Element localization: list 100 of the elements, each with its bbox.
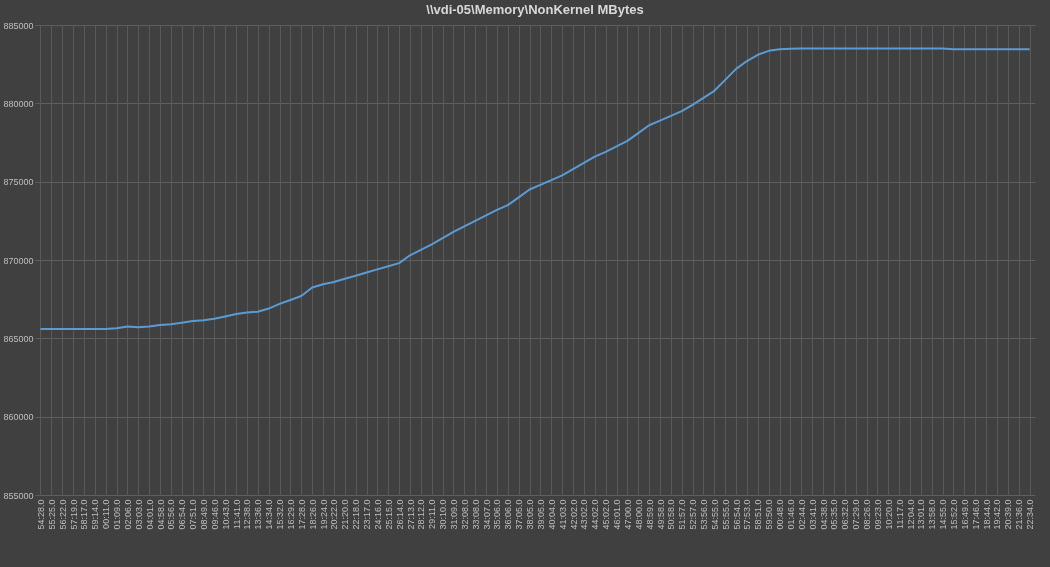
- x-tick-label: 54:28.0: [35, 499, 46, 530]
- x-tick-label: 53:56.0: [698, 499, 709, 530]
- x-tick-label: 37:05.0: [514, 499, 525, 530]
- x-tick-label: 30:10.0: [438, 499, 449, 530]
- x-tick-label: 16:29.0: [285, 499, 296, 530]
- x-tick-label: 00:48.0: [775, 499, 786, 530]
- x-tick-label: 07:29.0: [851, 499, 862, 530]
- x-tick-label: 36:06.0: [503, 499, 514, 530]
- x-tick-label: 04:38.0: [818, 499, 829, 530]
- x-tick-label: 06:54.0: [177, 499, 188, 530]
- x-tick-label: 05:35.0: [829, 499, 840, 530]
- x-tick-label: 24:16.0: [372, 499, 383, 530]
- x-tick-label: 55:55.0: [720, 499, 731, 530]
- x-tick-label: 57:19.0: [68, 499, 79, 530]
- x-tick-label: 11:41.0: [231, 499, 242, 529]
- x-tick-label: 05:56.0: [166, 499, 177, 530]
- x-tick-label: 03:03.0: [133, 499, 144, 530]
- x-tick-label: 06:32.0: [840, 499, 851, 530]
- x-tick-label: 19:24.0: [318, 499, 329, 530]
- x-tick-label: 08:26.0: [862, 499, 873, 530]
- x-tick-label: 48:59.0: [644, 499, 655, 530]
- y-tick-label: 885000: [3, 20, 34, 31]
- x-tick-label: 19:42.0: [992, 499, 1003, 530]
- x-tick-label: 45:02.0: [601, 499, 612, 530]
- x-tick-label: 33:08.0: [470, 499, 481, 530]
- x-tick-label: 56:22.0: [57, 499, 68, 530]
- x-tick-label: 01:09.0: [112, 499, 123, 530]
- x-tick-label: 03:41.0: [807, 499, 818, 530]
- x-tick-label: 47:00.0: [622, 499, 633, 530]
- x-tick-label: 14:34.0: [264, 499, 275, 530]
- x-tick-label: 59:14.0: [90, 499, 101, 530]
- x-tick-label: 18:26.0: [307, 499, 318, 530]
- x-tick-label: 09:23.0: [872, 499, 883, 530]
- x-tick-label: 00:11.0: [101, 499, 112, 529]
- y-tick-label: 855000: [3, 490, 34, 501]
- x-tick-label: 42:02.0: [568, 499, 579, 530]
- x-tick-label: 49:58.0: [655, 499, 666, 530]
- x-tick-label: 25:15.0: [383, 499, 394, 530]
- x-tick-label: 20:22.0: [329, 499, 340, 530]
- x-tick-label: 26:14.0: [394, 499, 405, 530]
- x-tick-label: 01:46.0: [785, 499, 796, 530]
- x-tick-label: 02:06.0: [122, 499, 133, 530]
- x-tick-label: 23:17.0: [362, 499, 373, 530]
- x-tick-label: 11:17.0: [894, 499, 905, 529]
- x-tick-label: 58:17.0: [79, 499, 90, 530]
- x-tick-label: 04:58.0: [155, 499, 166, 530]
- x-tick-label: 59:50.0: [764, 499, 775, 530]
- x-tick-label: 21:20.0: [340, 499, 351, 530]
- x-tick-label: 34:07.0: [481, 499, 492, 530]
- x-tick-label: 15:52.0: [948, 499, 959, 530]
- y-tick-label: 865000: [3, 333, 34, 344]
- x-tick-label: 13:01.0: [916, 499, 927, 530]
- chart-title: \\vdi-05\Memory\NonKernel MBytes: [426, 2, 644, 17]
- x-tick-label: 04:01.0: [144, 499, 155, 530]
- x-tick-label: 44:02.0: [590, 499, 601, 530]
- x-tick-label: 58:51.0: [753, 499, 764, 530]
- x-tick-label: 10:20.0: [883, 499, 894, 530]
- y-tick-label: 880000: [3, 98, 34, 109]
- x-tick-label: 54:55.0: [709, 499, 720, 530]
- x-tick-label: 16:49.0: [959, 499, 970, 530]
- x-tick-label: 12:38.0: [242, 499, 253, 530]
- line-series: [39, 47, 1031, 330]
- y-tick-label: 870000: [3, 255, 34, 266]
- x-tick-label: 40:04.0: [546, 499, 557, 530]
- x-tick-label: 56:54.0: [731, 499, 742, 530]
- x-tick-label: 18:44.0: [981, 499, 992, 530]
- x-tick-label: 41:03.0: [557, 499, 568, 530]
- x-tick-label: 38:05.0: [525, 499, 536, 530]
- x-tick-label: 48:00.0: [633, 499, 644, 530]
- x-tick-label: 52:57.0: [688, 499, 699, 530]
- y-tick-label: 860000: [3, 412, 34, 423]
- x-tick-label: 10:43.0: [220, 499, 231, 530]
- x-tick-label: 17:28.0: [296, 499, 307, 530]
- x-tick-label: 14:55.0: [938, 499, 949, 530]
- x-tick-label: 57:53.0: [742, 499, 753, 530]
- x-tick-label: 55:25.0: [46, 499, 57, 530]
- x-tick-label: 09:46.0: [209, 499, 220, 530]
- x-tick-label: 43:02.0: [579, 499, 590, 530]
- x-tick-label: 20:39.0: [1003, 499, 1014, 530]
- x-tick-label: 50:58.0: [666, 499, 677, 530]
- x-tick-label: 31:09.0: [448, 499, 459, 530]
- x-tick-label: 15:32.0: [275, 499, 286, 530]
- x-tick-label: 46:01.0: [612, 499, 623, 530]
- y-tick-label: 875000: [3, 177, 34, 188]
- x-tick-label: 13:36.0: [253, 499, 264, 530]
- x-tick-label: 32:08.0: [459, 499, 470, 530]
- x-tick-label: 22:34.0: [1025, 499, 1036, 530]
- x-tick-label: 08:49.0: [198, 499, 209, 530]
- x-tick-label: 02:44.0: [796, 499, 807, 530]
- x-tick-label: 21:36.0: [1014, 499, 1025, 530]
- x-tick-label: 27:13.0: [405, 499, 416, 530]
- x-tick-label: 28:12.0: [416, 499, 427, 530]
- x-tick-label: 22:18.0: [351, 499, 362, 530]
- x-tick-label: 13:58.0: [927, 499, 938, 530]
- x-tick-label: 12:04.0: [905, 499, 916, 530]
- x-tick-label: 51:57.0: [677, 499, 688, 530]
- x-tick-label: 39:05.0: [535, 499, 546, 530]
- x-tick-label: 35:06.0: [492, 499, 503, 530]
- x-tick-label: 07:51.0: [188, 499, 199, 530]
- x-tick-label: 17:46.0: [970, 499, 981, 530]
